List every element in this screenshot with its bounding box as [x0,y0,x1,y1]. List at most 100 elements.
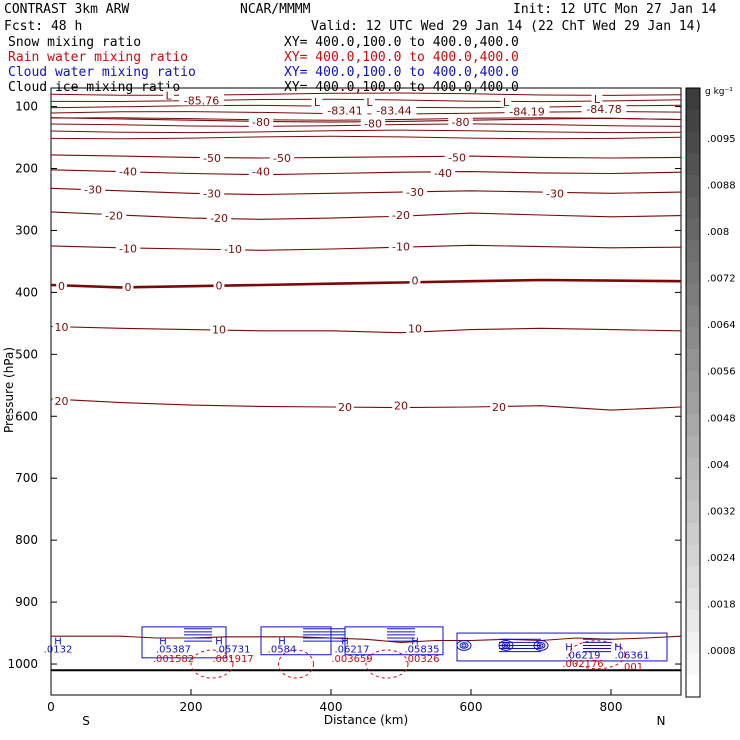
isotherm-label-bg [248,115,274,128]
isotherm-label: -20 [210,212,228,225]
rain-water-contour [365,649,409,679]
header-forecast: Fcst: 48 h [4,19,83,34]
colorbar-swatch [686,414,700,437]
isotherm-label: 0 [125,281,132,294]
low-marker-bg [163,88,174,101]
colorbar-swatch [686,305,700,328]
isotherm-label: -10 [119,242,137,255]
x-tick-label: 400 [320,700,343,714]
isotherm-label-bg [444,150,470,163]
isotherm-label: 20 [492,401,506,414]
isotherm-label-bg [448,115,473,128]
colorbar-label: .0064 [707,320,736,331]
cloud-annotation: H [159,636,167,647]
cloud-annotation: .05835 [405,645,440,656]
isotherm-label: -20 [105,210,123,223]
y-tick-label: 400 [15,285,38,299]
upper-isotherm-line [50,135,682,140]
colorbar: .0095 .0088 .008 .0072 .0064 .0056 .0048 .004 .0… [685,87,736,698]
rain-water-contour [278,649,314,679]
y-tick-label: 900 [15,595,38,609]
cloud-water-contour [141,626,227,659]
cloud-annotation: H [278,636,286,647]
isotherm-label: 0 [412,275,419,288]
cloud-annotation: .002176 [562,659,603,670]
colorbar-swatch [686,349,700,372]
cloud-annotation: H [215,636,223,647]
y-tick-label: 800 [15,533,38,547]
isotherm-line [50,154,682,159]
colorbar-swatch [686,283,700,306]
field-snow-xy: XY= 400.0,100.0 to 400.0,400.0 [284,35,519,50]
isotherm-label: -10 [224,243,242,256]
extremum-label-bg [371,103,417,116]
low-marker: L [314,96,321,109]
colorbar-swatch [686,131,700,154]
x-tick-label: 200 [180,700,203,714]
y-tick-label: 600 [15,409,38,423]
cloud-annotation: .06217 [335,645,370,656]
cloud-water-contour [501,642,511,649]
cloud-water-contour [498,640,514,651]
isotherm-label-bg [490,399,508,412]
header-model: CONTRAST 3km ARW [4,2,130,17]
cloud-water-contour [536,642,546,649]
extremum-label-bg [504,104,550,117]
cloud-water-contour [459,642,469,649]
cloud-annotation: .00326 [405,654,440,665]
isotherm-label: -80 [252,116,270,129]
extremum-label: -83.41 [327,104,362,117]
low-marker: L [503,96,510,109]
extremum-label-bg [581,102,627,115]
colorbar-swatch [686,262,700,285]
cloud-annotation: .001917 [212,654,253,665]
colorbar-swatch [686,370,700,393]
isotherm-label-bg [269,150,295,163]
low-marker: L [366,96,373,109]
colorbar-swatch [686,653,700,676]
isotherm-label-bg [52,393,71,406]
colorbar-label: .0056 [707,367,736,378]
low-marker: L [166,89,173,102]
colorbar-swatch [686,566,700,589]
isotherm-label: -30 [203,187,221,200]
isotherm-label-bg [210,322,228,335]
isotherm-line [50,211,682,220]
extremum-label-bg [322,103,368,116]
field-cloudwater-xy: XY= 400.0,100.0 to 400.0,400.0 [284,65,519,80]
y-tick-label: 700 [15,471,38,485]
isotherm-label: 10 [55,321,69,334]
cloud-annotation: H [341,636,349,647]
cloud-water-contour [461,643,467,648]
colorbar-label: .0024 [707,553,736,564]
y-axis-label: Pressure (hPa) [2,347,16,433]
cloud-water-contour [503,643,509,648]
cloud-water-contour [538,643,544,648]
isotherm-label: -30 [406,186,424,199]
cloud-annotation: .001 [621,662,643,673]
cloud-annotation: .06361 [615,651,650,662]
colorbar-swatch [686,523,700,546]
colorbar-label: .0095 [707,134,736,145]
cloud-water-contour [533,640,549,651]
rain-water-contour [568,640,626,670]
x-tick-label: 0 [47,700,55,714]
low-marker: L [594,93,601,106]
isotherm-label: 0 [58,280,65,293]
cloud-field: H.0132H.05387.001582H.05731.001917H.0584… [44,626,668,679]
isotherm-label-bg [220,242,246,255]
colorbar-label: .0072 [707,274,736,285]
isotherm-label: -80 [452,116,470,129]
y-tick-label: 100 [15,100,38,114]
isotherm-label-bg [199,150,225,163]
isotherm-label: -10 [392,241,410,254]
surface-isotherm [51,635,682,643]
colorbar-swatch [686,457,700,480]
y-tick-label: 1000 [7,657,38,671]
extremum-label: -85.76 [184,94,219,107]
isotherm-label-bg [406,321,424,334]
colorbar-swatch [686,175,700,198]
isotherm-label: -20 [392,209,410,222]
isotherm-label-bg [199,186,225,199]
